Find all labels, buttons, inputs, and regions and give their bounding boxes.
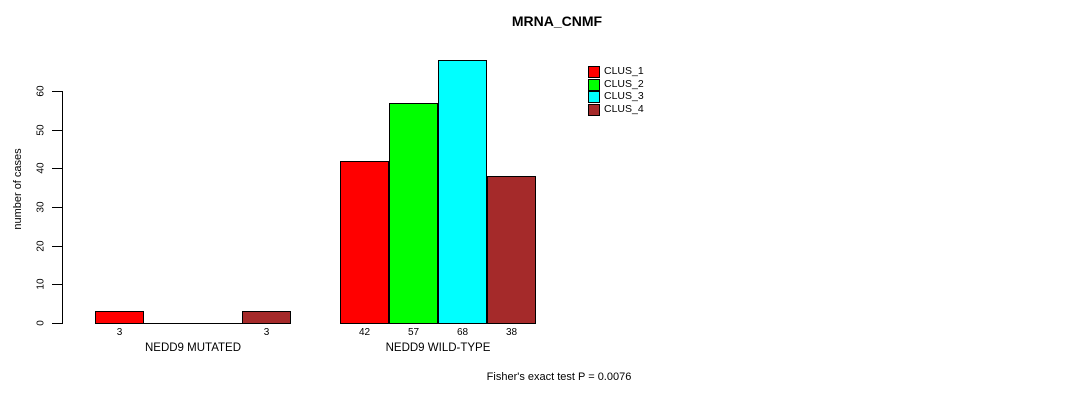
y-tick: [52, 246, 62, 247]
y-tick-label: 50: [35, 124, 47, 136]
y-tick: [52, 91, 62, 92]
legend-label-clus_2: CLUS_2: [604, 78, 644, 90]
legend-swatch-clus_3: [588, 91, 600, 103]
bar-clus_2: [389, 103, 438, 324]
bar-clus_1: [340, 161, 389, 324]
bar-value-label: 57: [407, 327, 420, 338]
bar-value-label: 68: [456, 327, 469, 338]
bar-clus_3: [438, 60, 487, 324]
chart-title: MRNA_CNMF: [511, 13, 603, 29]
bar-value-label: 3: [263, 327, 270, 338]
legend-swatch-clus_2: [588, 79, 600, 91]
legend-label-clus_1: CLUS_1: [604, 65, 644, 77]
y-tick-label: 30: [35, 201, 47, 213]
annotation-text: Fisher's exact test P = 0.0076: [486, 371, 632, 383]
y-tick-label: 20: [35, 240, 47, 252]
y-tick: [52, 207, 62, 208]
y-tick: [52, 323, 62, 324]
y-tick: [52, 130, 62, 131]
bar-clus_3-zero: [193, 323, 242, 324]
bar-clus_4: [487, 176, 536, 324]
y-tick-label: 10: [35, 278, 47, 290]
y-axis-label: number of cases: [12, 148, 24, 230]
y-tick: [52, 284, 62, 285]
legend-label-clus_3: CLUS_3: [604, 90, 644, 102]
group-label: NEDD9 WILD-TYPE: [385, 342, 491, 354]
y-axis-line: [62, 91, 63, 324]
y-tick: [52, 168, 62, 169]
y-tick-label: 0: [35, 320, 47, 326]
legend-swatch-clus_1: [588, 66, 600, 78]
bar-value-label: 42: [358, 327, 371, 338]
bar-clus_1: [95, 311, 144, 324]
bar-value-label: 38: [505, 327, 518, 338]
y-tick-label: 40: [35, 162, 47, 174]
y-tick-label: 60: [35, 85, 47, 97]
group-label: NEDD9 MUTATED: [144, 342, 242, 354]
bar-clus_4: [242, 311, 291, 324]
bar-clus_2-zero: [144, 323, 193, 324]
legend-label-clus_4: CLUS_4: [604, 103, 644, 115]
bar-value-label: 3: [116, 327, 123, 338]
legend-swatch-clus_4: [588, 104, 600, 116]
